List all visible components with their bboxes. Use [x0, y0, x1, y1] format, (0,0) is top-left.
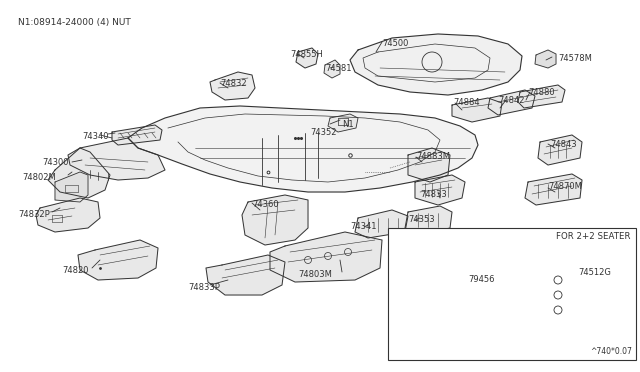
Text: 74340: 74340	[82, 132, 109, 141]
Polygon shape	[55, 172, 88, 202]
Bar	[388, 228, 636, 360]
Polygon shape	[538, 135, 582, 165]
Polygon shape	[408, 148, 450, 182]
Polygon shape	[112, 125, 162, 145]
Text: 74578M: 74578M	[558, 54, 592, 63]
Polygon shape	[270, 232, 382, 282]
Text: 74360: 74360	[252, 200, 278, 209]
Text: 74820: 74820	[62, 266, 88, 275]
Text: 74833: 74833	[420, 190, 447, 199]
Polygon shape	[525, 174, 582, 205]
Text: 74512G: 74512G	[578, 268, 611, 277]
Text: 74802M: 74802M	[22, 173, 56, 182]
Text: 74870M: 74870M	[548, 182, 582, 191]
Polygon shape	[535, 50, 556, 68]
Text: 74300: 74300	[42, 158, 68, 167]
Polygon shape	[350, 34, 522, 95]
Text: 74883M: 74883M	[416, 152, 450, 161]
Text: N1: N1	[342, 120, 354, 129]
Text: 74855H: 74855H	[290, 50, 323, 59]
Text: 74803M: 74803M	[298, 270, 332, 279]
Polygon shape	[242, 195, 308, 245]
Polygon shape	[296, 48, 318, 68]
Polygon shape	[536, 256, 582, 320]
Polygon shape	[78, 240, 158, 280]
Text: 74884: 74884	[453, 98, 479, 107]
Polygon shape	[355, 210, 408, 238]
Polygon shape	[36, 198, 100, 232]
Text: 79456: 79456	[468, 275, 495, 284]
Text: FOR 2+2 SEATER: FOR 2+2 SEATER	[556, 232, 630, 241]
Polygon shape	[452, 98, 502, 122]
Text: ^740*0.07: ^740*0.07	[590, 347, 632, 356]
Text: 74843: 74843	[550, 140, 577, 149]
Text: 74842: 74842	[498, 96, 525, 105]
Text: 74352: 74352	[310, 128, 337, 137]
Text: 74880: 74880	[528, 88, 555, 97]
Polygon shape	[405, 206, 452, 235]
Text: 74353: 74353	[408, 215, 435, 224]
Polygon shape	[48, 148, 110, 198]
Polygon shape	[488, 90, 535, 115]
Polygon shape	[328, 114, 358, 132]
Polygon shape	[210, 72, 255, 100]
Text: 74581: 74581	[325, 64, 351, 73]
Text: 74341: 74341	[350, 222, 376, 231]
Text: 74500: 74500	[382, 39, 408, 48]
Text: 74832: 74832	[220, 79, 246, 88]
Polygon shape	[518, 85, 565, 108]
Text: N1:08914-24000 (4) NUT: N1:08914-24000 (4) NUT	[18, 18, 131, 27]
Text: 74832P: 74832P	[18, 210, 50, 219]
Polygon shape	[68, 138, 165, 180]
Polygon shape	[392, 260, 465, 320]
Polygon shape	[128, 106, 478, 192]
Text: 74833P: 74833P	[188, 283, 220, 292]
Polygon shape	[206, 255, 285, 295]
Polygon shape	[324, 60, 340, 78]
Polygon shape	[415, 175, 465, 205]
